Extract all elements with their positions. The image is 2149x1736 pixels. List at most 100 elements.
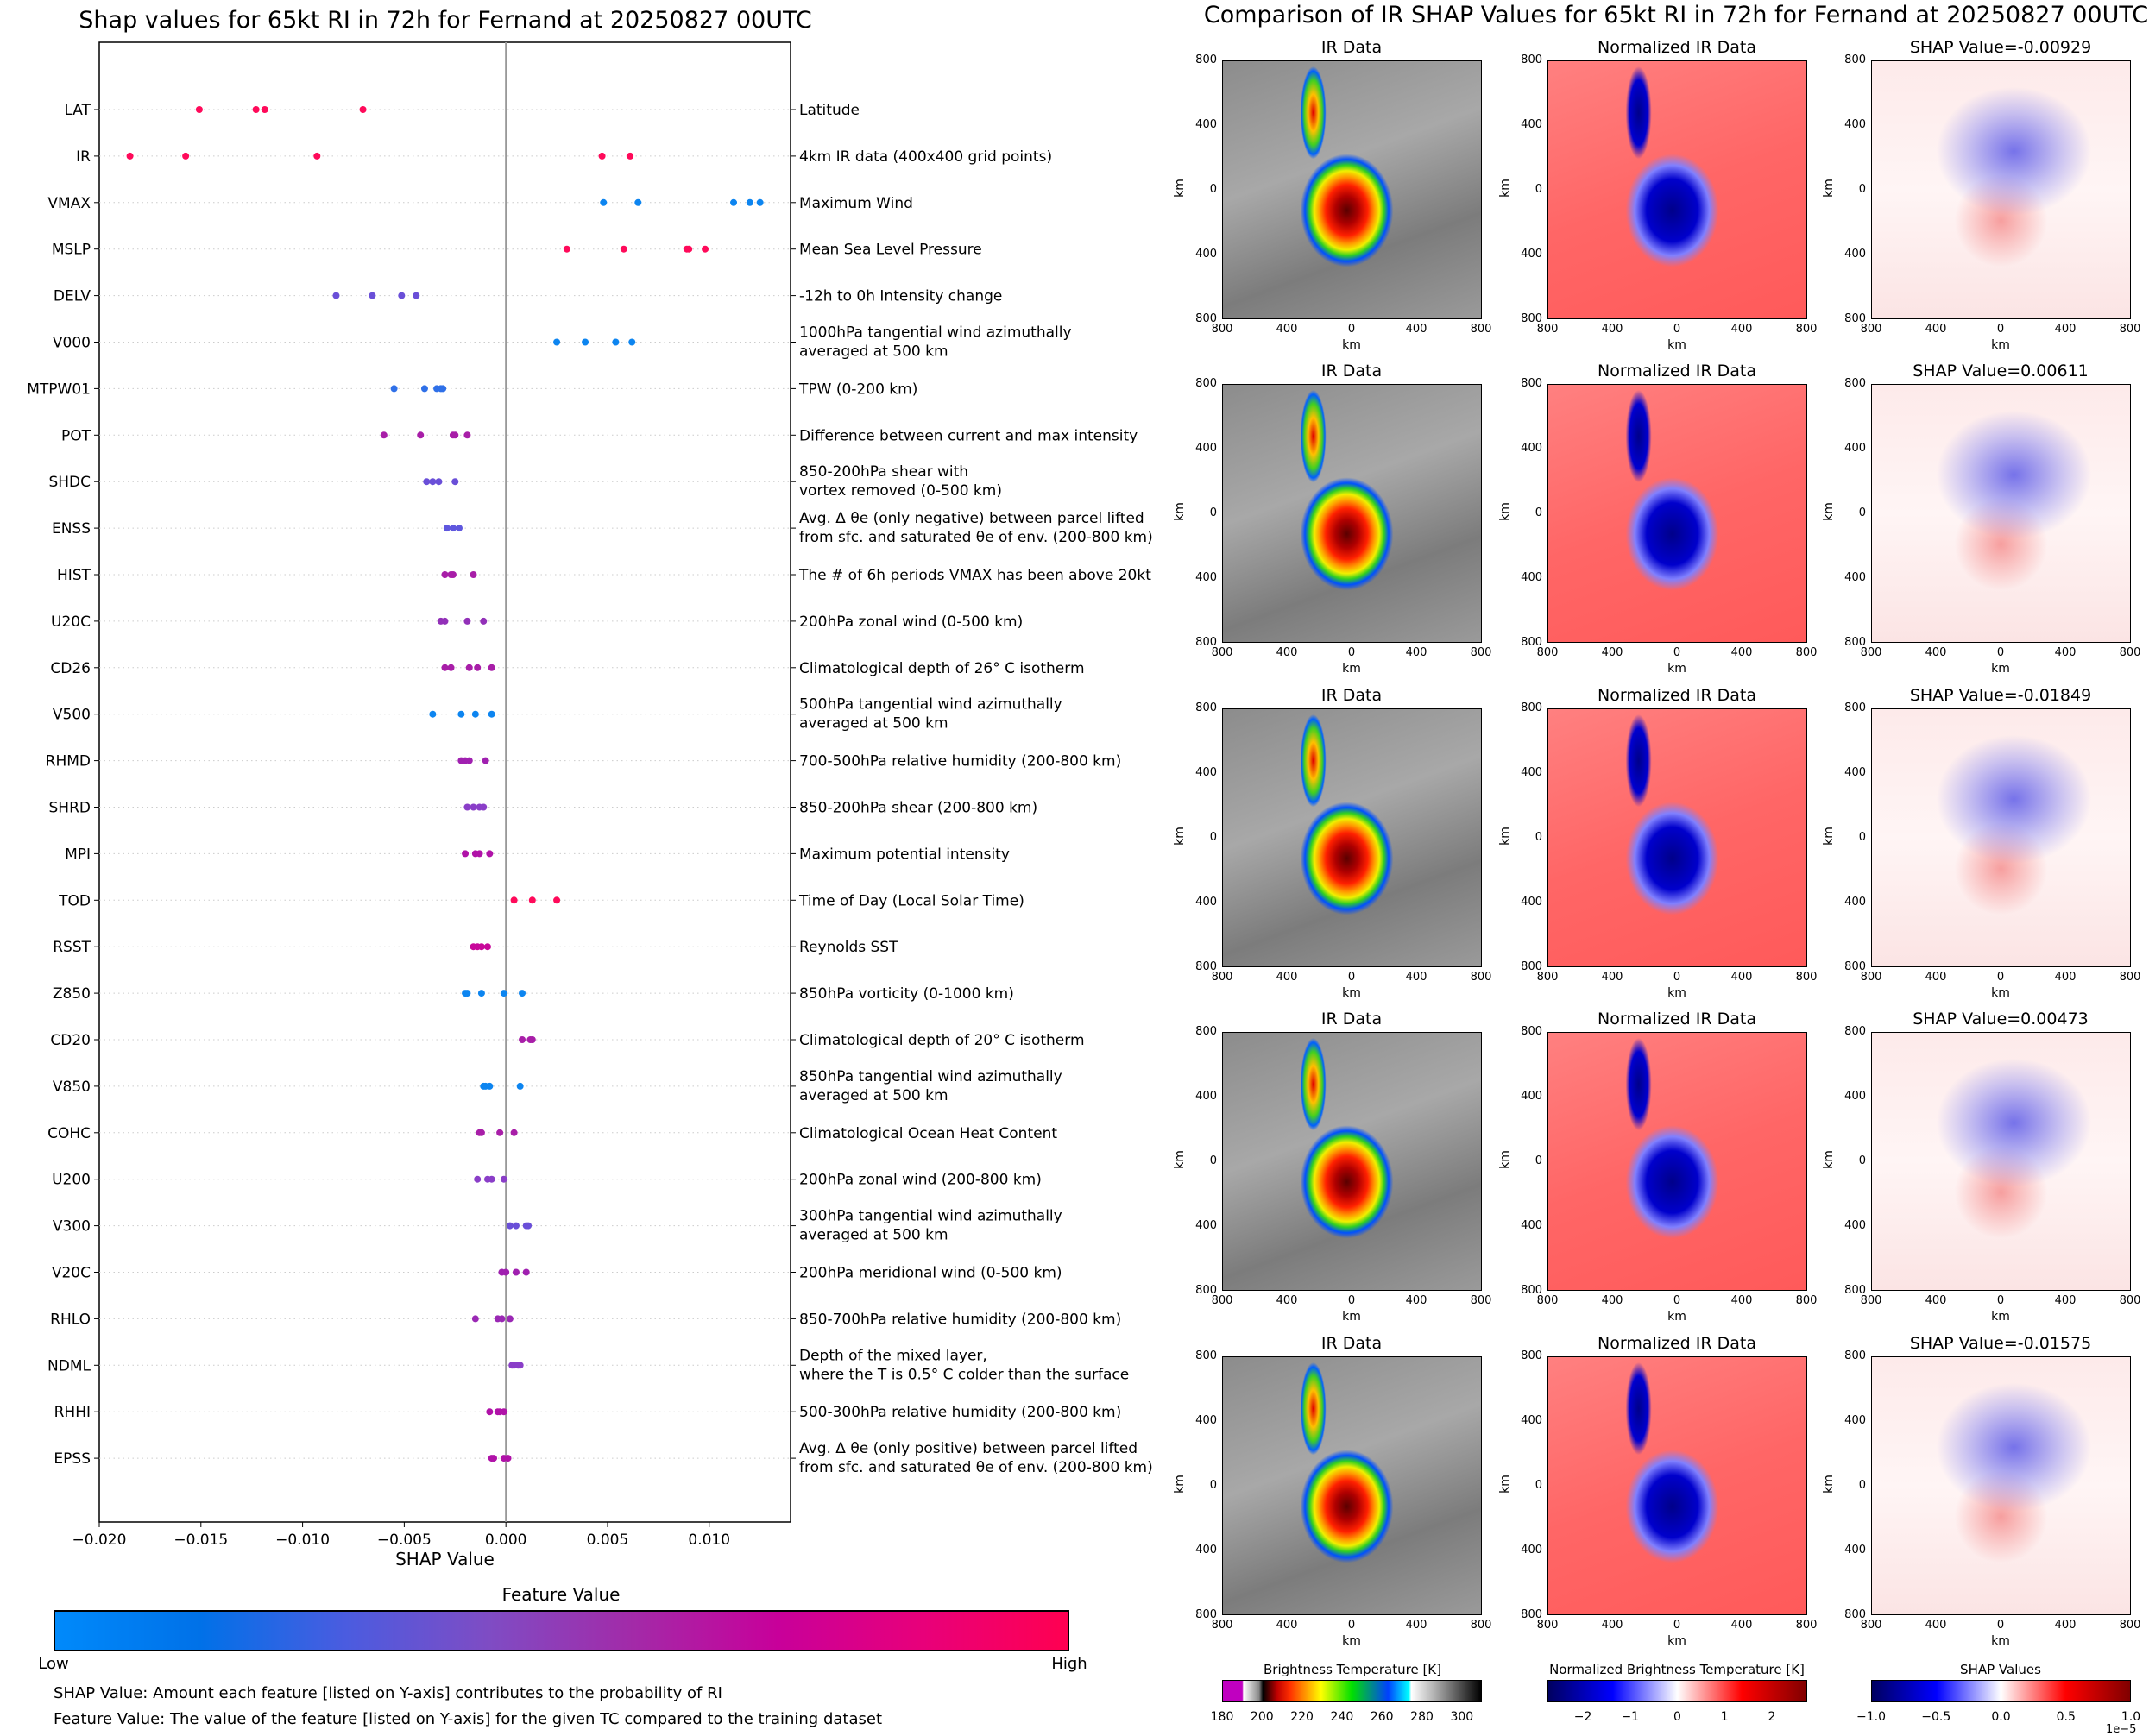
- feature-label-z850: Z850: [53, 985, 91, 1003]
- x-tick-label: 400: [1601, 971, 1623, 984]
- panel-title: IR Data: [1320, 1334, 1383, 1353]
- x-tick-label: 800: [1860, 323, 1882, 336]
- shap-dot-shrd: [463, 803, 471, 811]
- shap-dot-cd20: [519, 1036, 526, 1043]
- x-tick-label: 800: [1211, 1619, 1233, 1632]
- y-tick-label: 400: [1844, 1544, 1866, 1557]
- shap-dot-pot: [451, 431, 459, 439]
- x-tick-label: 800: [1795, 971, 1818, 984]
- feature-description-mtpw01: TPW (0-200 km): [798, 381, 917, 398]
- x-tick-label: 400: [1601, 1294, 1623, 1307]
- shap-dot-mpi: [476, 850, 483, 858]
- x-tick-label: 400: [1601, 646, 1623, 659]
- x-tick-label: 400: [1925, 646, 1947, 659]
- x-tick-label: −0.020: [72, 1532, 127, 1549]
- shap-dot-u200: [488, 1175, 495, 1183]
- feature-label-mtpw01: MTPW01: [27, 381, 91, 398]
- y-tick-label: 400: [1195, 442, 1217, 455]
- x-tick-label: 800: [1795, 646, 1818, 659]
- feature-description-v500: averaged at 500 km: [799, 715, 948, 733]
- x-tick-label: 400: [1276, 646, 1298, 659]
- colorbar-brightness-temperature: [1222, 1680, 1482, 1702]
- feature-label-mpi: MPI: [65, 846, 91, 863]
- colorbar-tick-label: 240: [1330, 1710, 1354, 1724]
- y-tick-label: 400: [1521, 248, 1542, 261]
- shap-dot-cohc: [496, 1129, 504, 1136]
- x-tick-label: −0.010: [275, 1532, 330, 1549]
- colorbar-tick-label: 0: [1673, 1710, 1681, 1724]
- shap-dot-ndml: [516, 1362, 524, 1369]
- shap-dot-cd26: [447, 664, 455, 671]
- feature-value-colorbar: [54, 1610, 1069, 1651]
- shap-dot-shdc: [429, 478, 437, 486]
- x-tick-label: 800: [1470, 1619, 1492, 1632]
- y-tick-label: 400: [1521, 442, 1542, 455]
- shap-dot-u20c: [463, 617, 471, 625]
- feature-description-epss: from sfc. and saturated θe of env. (200-…: [799, 1459, 1153, 1476]
- y-tick-label: 800: [1521, 636, 1542, 649]
- x-tick-label: 400: [1276, 971, 1298, 984]
- y-tick-label: 0: [1209, 831, 1217, 844]
- shap-dot-v300: [512, 1222, 520, 1230]
- shap-dot-ir: [598, 152, 606, 160]
- feature-description-pot: Difference between current and max inten…: [799, 427, 1138, 444]
- x-axis-label: km: [1342, 338, 1361, 352]
- y-tick-label: 800: [1521, 960, 1542, 973]
- x-tick-label: 0: [1673, 1619, 1681, 1632]
- x-tick-label: 800: [2119, 646, 2141, 659]
- x-tick-label: 0: [1996, 1294, 2005, 1307]
- shap-dot-ir: [627, 152, 634, 160]
- panel-title: Normalized IR Data: [1598, 1010, 1756, 1028]
- shap-dot-v20c: [522, 1268, 530, 1276]
- feature-description-v850: averaged at 500 km: [799, 1087, 948, 1104]
- shap-dot-vmax: [746, 198, 753, 206]
- y-tick-label: 0: [1209, 506, 1217, 519]
- shap-dot-v850: [516, 1082, 524, 1090]
- feature-label-shdc: SHDC: [48, 474, 91, 491]
- feature-description-v000: averaged at 500 km: [799, 343, 948, 361]
- colorbar-tick-label: 220: [1290, 1710, 1314, 1724]
- x-tick-label: 0: [1673, 1294, 1681, 1307]
- shap-dot-z850: [519, 990, 526, 997]
- y-tick-label: 0: [1209, 1479, 1217, 1492]
- x-tick-label: 400: [1925, 323, 1947, 336]
- shap-map-panel: [1871, 1356, 2131, 1615]
- feature-description-enss: from sfc. and saturated θe of env. (200-…: [799, 529, 1153, 546]
- panel-title: SHAP Value=-0.00929: [1909, 38, 2092, 57]
- y-tick-label: 400: [1844, 118, 1866, 131]
- y-tick-label: 400: [1844, 1414, 1866, 1427]
- y-tick-label: 0: [1858, 831, 1866, 844]
- y-tick-label: 800: [1195, 701, 1217, 714]
- y-axis-label: km: [1497, 179, 1512, 198]
- feature-description-tod: Time of Day (Local Solar Time): [798, 892, 1024, 909]
- x-axis-label: km: [1667, 1634, 1686, 1648]
- shap-dot-cohc: [477, 1129, 485, 1136]
- shap-dot-cd26: [441, 664, 449, 671]
- x-tick-label: 800: [1211, 971, 1233, 984]
- y-tick-label: 400: [1844, 571, 1866, 584]
- shap-dot-hist: [470, 571, 477, 578]
- y-tick-label: 800: [1844, 960, 1866, 973]
- x-tick-label: 0.000: [485, 1532, 527, 1549]
- y-tick-label: 800: [1521, 377, 1542, 390]
- y-tick-label: 400: [1844, 442, 1866, 455]
- x-tick-label: 800: [2119, 1619, 2141, 1632]
- feature-label-rhhi: RHHI: [54, 1404, 91, 1421]
- x-tick-label: 800: [1211, 323, 1233, 336]
- y-tick-label: 800: [1844, 312, 1866, 325]
- y-tick-label: 400: [1844, 1219, 1866, 1232]
- y-axis-label: km: [1172, 1475, 1187, 1494]
- x-tick-label: 0: [1347, 1294, 1356, 1307]
- shap-dot-mtpw01: [420, 385, 428, 393]
- y-tick-label: 800: [1844, 1608, 1866, 1621]
- y-tick-label: 0: [1535, 1154, 1542, 1167]
- shap-dot-tod: [553, 896, 561, 904]
- shap-dot-lat: [359, 106, 367, 113]
- shap-dot-rhhi: [486, 1408, 494, 1416]
- shap-dot-rsst: [477, 943, 485, 951]
- x-tick-label: 0: [1347, 1619, 1356, 1632]
- panel-title: Normalized IR Data: [1598, 1334, 1756, 1353]
- normalized-ir-panel: [1547, 1032, 1807, 1291]
- y-tick-label: 400: [1844, 766, 1866, 779]
- x-tick-label: 0: [1673, 971, 1681, 984]
